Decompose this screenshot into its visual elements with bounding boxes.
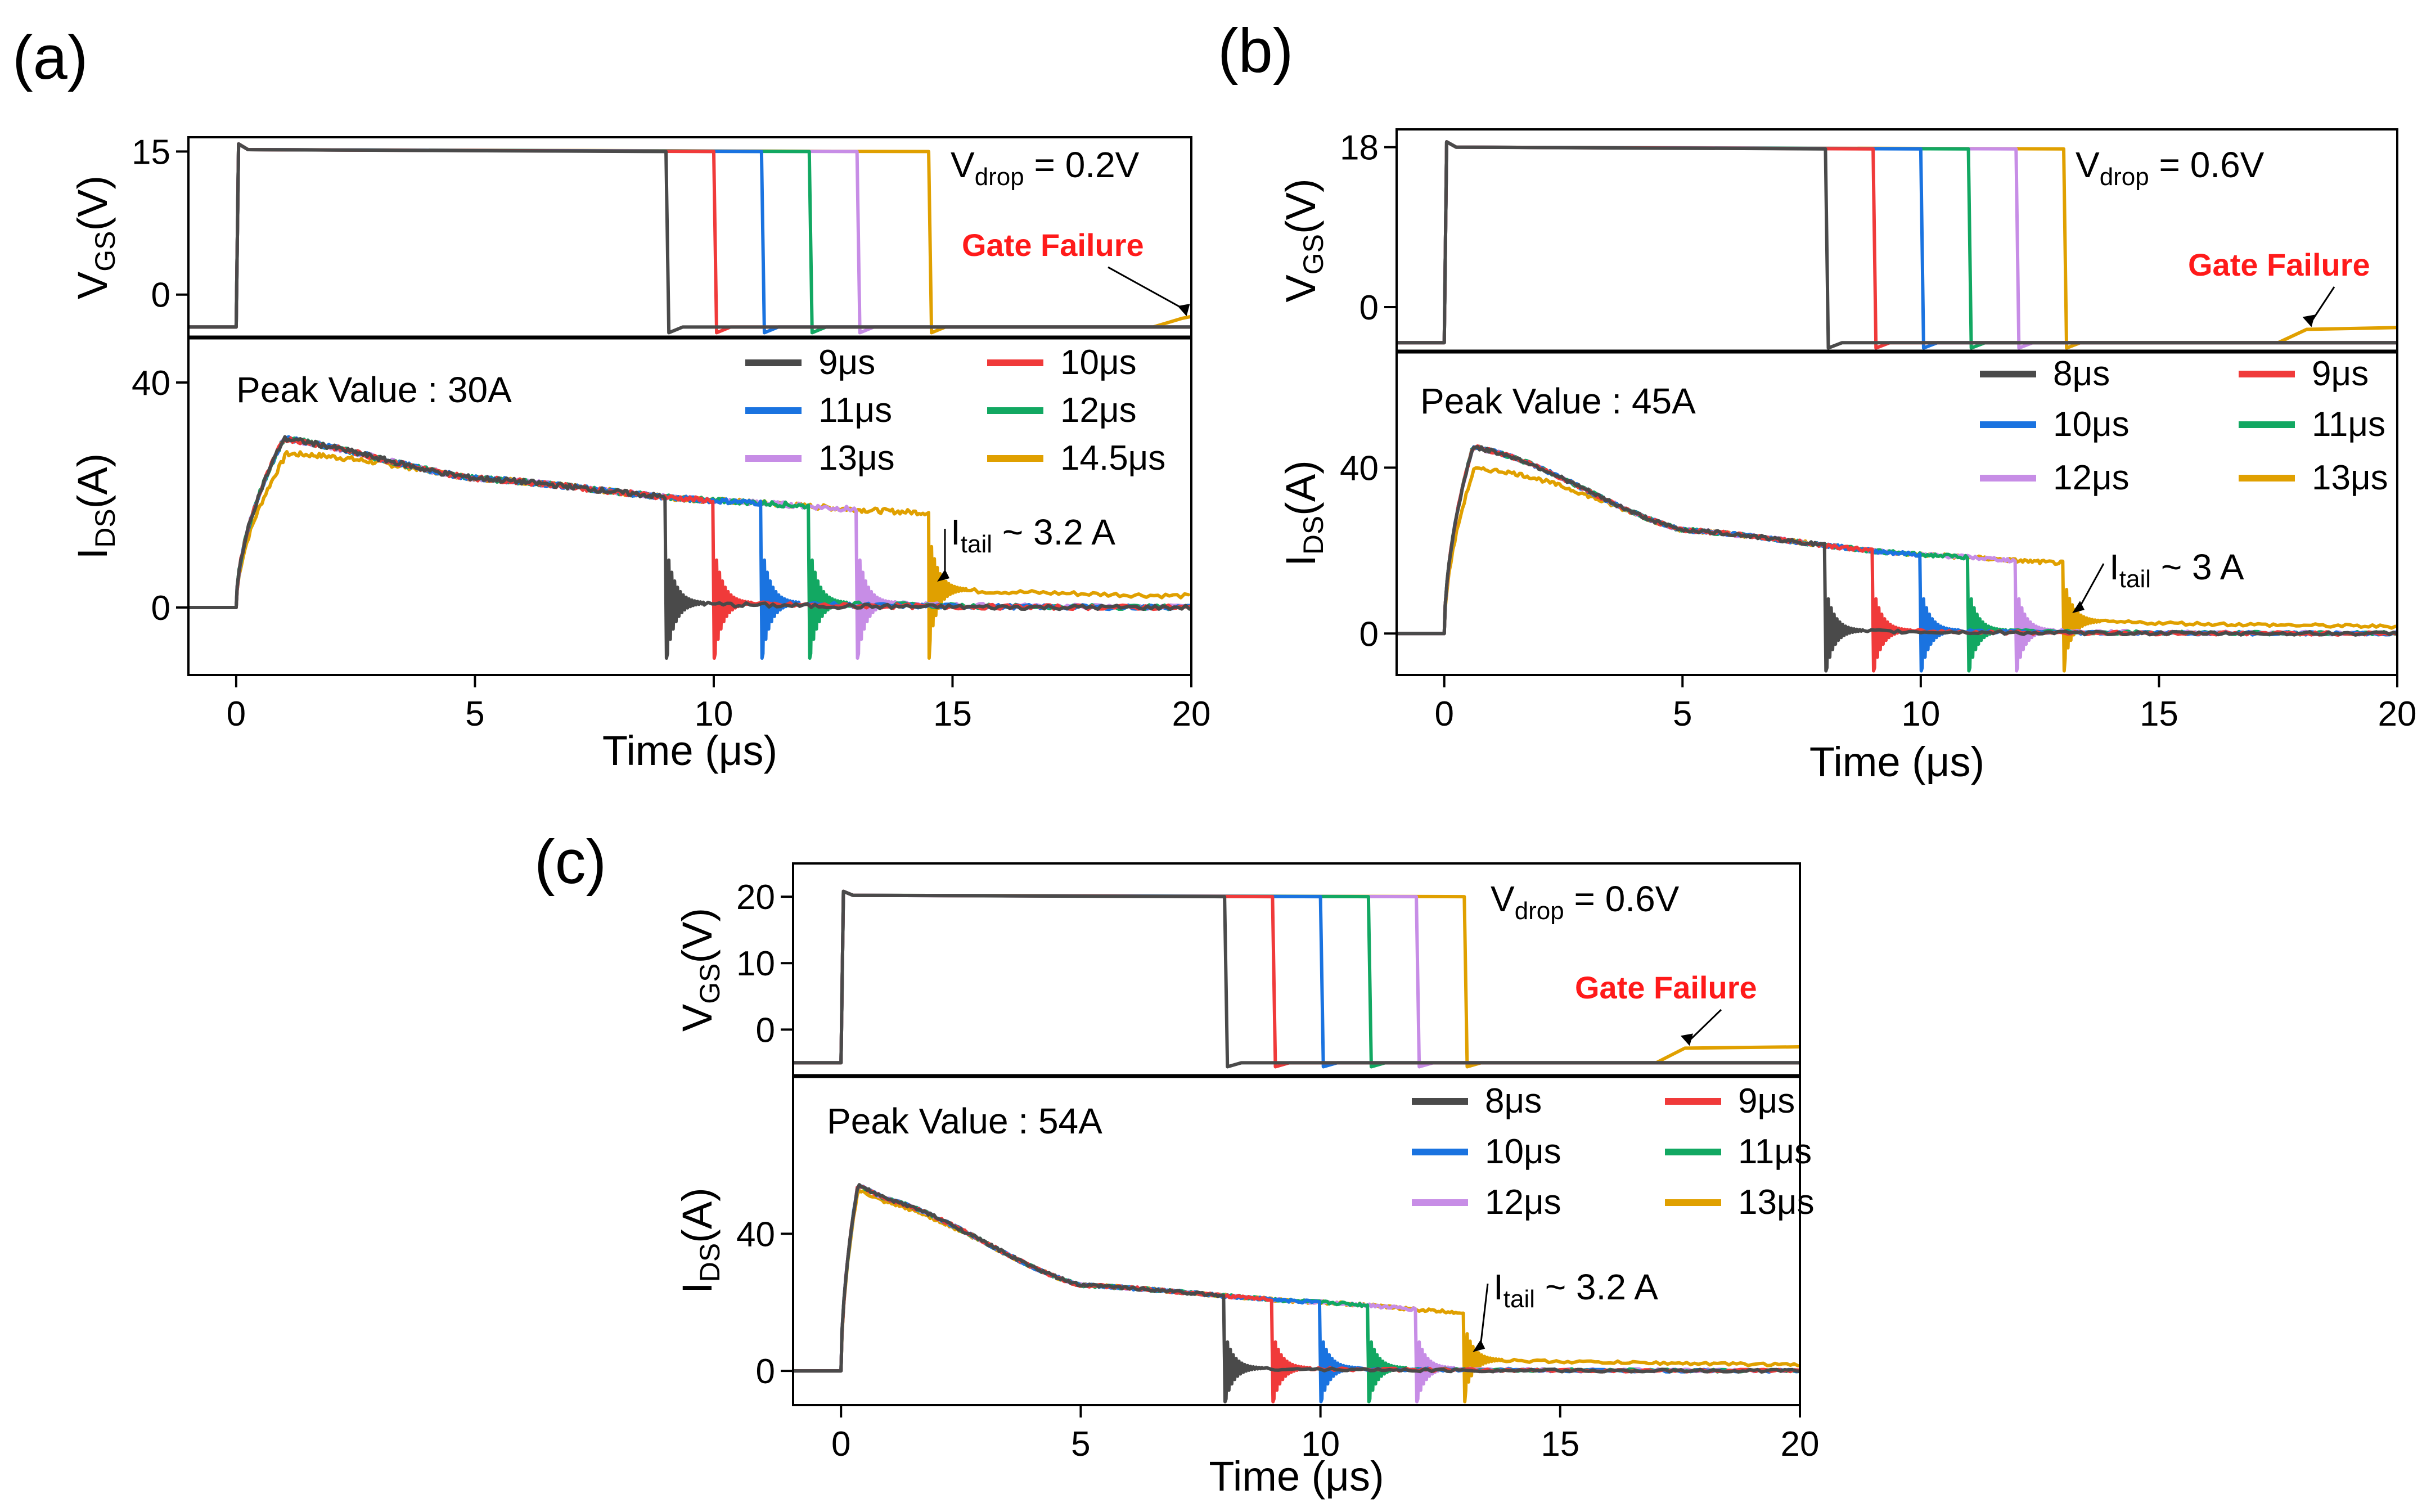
- legend-label: 9μs: [1738, 1082, 1795, 1120]
- vgs-axis-title: VGS(V): [674, 908, 726, 1032]
- plot-frame: [792, 862, 1801, 1406]
- ids-y-tick-label: 0: [1359, 615, 1379, 654]
- vgs-axis-title: VGS(V): [69, 176, 121, 299]
- vdrop-annotation: Vdrop = 0.2V: [951, 145, 1140, 191]
- legend-label: 9μs: [818, 343, 875, 382]
- x-tick-label: 0: [1434, 695, 1453, 734]
- legend-label: 8μs: [1485, 1082, 1542, 1120]
- x-tick-label: 20: [2378, 695, 2417, 734]
- panel-b: (b) 0 5 10 15 20 Time (μs) 0 18 0 40 VGS(V) IDS(A) Vd…: [1218, 16, 2416, 785]
- legend-label: 10μs: [2053, 405, 2130, 444]
- vgs-y-tick-label: 15: [132, 133, 170, 172]
- x-tick-label: 20: [1172, 695, 1211, 734]
- legend-label: 13μs: [818, 439, 895, 478]
- ids-y-tick-label: 0: [151, 589, 170, 628]
- ids-trace-8μs: [1398, 445, 2396, 673]
- x-tick-label: 15: [1541, 1425, 1579, 1464]
- ids-y-tick-label: 0: [756, 1352, 775, 1391]
- ids-trace-14.5μs: [190, 450, 1190, 660]
- gate-failure-arrowhead: [2302, 314, 2315, 327]
- legend-label: 12μs: [1485, 1183, 1561, 1222]
- gate-failure-label: Gate Failure: [2188, 247, 2370, 282]
- x-tick-label: 0: [831, 1425, 850, 1464]
- ids-trace-9μs: [190, 435, 1190, 660]
- vgs-y-tick-label: 0: [1359, 289, 1379, 327]
- itail-annotation: Itail ~ 3.2 A: [951, 512, 1115, 558]
- ids-axis-title: IDS(A): [69, 453, 121, 560]
- x-axis-title: Time (μs): [1209, 1453, 1384, 1500]
- gate-failure-arrow: [2311, 286, 2335, 322]
- vgs-y-tick-label: 10: [736, 944, 775, 983]
- x-tick-label: 5: [465, 695, 484, 734]
- peak-value-label: Peak Value : 54A: [827, 1101, 1102, 1141]
- vgs-trace-8μs: [1398, 140, 2396, 350]
- x-tick-label: 15: [933, 695, 972, 734]
- legend-label: 11μs: [818, 391, 892, 430]
- x-axis-title: Time (μs): [602, 727, 777, 774]
- vgs-y-tick-label: 0: [151, 276, 170, 315]
- peak-value-label: Peak Value : 30A: [236, 370, 512, 410]
- vgs-y-tick-label: 0: [756, 1011, 775, 1050]
- legend-label: 8μs: [2053, 354, 2110, 393]
- gate-failure-arrow: [1108, 266, 1187, 312]
- legend-label: 11μs: [2312, 405, 2385, 444]
- ids-trace-8μs: [794, 1183, 1799, 1403]
- panel-label: (c): [534, 827, 606, 897]
- vgs-y-tick-label: 20: [736, 878, 775, 917]
- legend-label: 14.5μs: [1060, 439, 1165, 478]
- itail-arrowhead: [2072, 601, 2085, 614]
- ids-y-tick-label: 40: [736, 1215, 775, 1254]
- panel-label: (b): [1218, 16, 1293, 86]
- vgs-y-tick-label: 18: [1340, 129, 1379, 168]
- itail-arrow: [2079, 563, 2105, 607]
- gate-failure-arrow: [1689, 1009, 1722, 1041]
- plot-frame: [187, 136, 1192, 676]
- gate-failure-arrowhead: [1177, 304, 1190, 317]
- itail-arrowhead: [937, 569, 950, 582]
- x-tick-label: 0: [227, 695, 246, 734]
- vdrop-annotation: Vdrop = 0.6V: [2076, 145, 2265, 191]
- x-tick-label: 20: [1781, 1425, 1820, 1464]
- ids-y-tick-label: 40: [132, 364, 170, 403]
- gate-failure-label: Gate Failure: [1575, 970, 1757, 1005]
- vgs-trace-8μs: [794, 889, 1799, 1069]
- legend-label: 13μs: [2312, 458, 2388, 497]
- legend-label: 13μs: [1738, 1183, 1815, 1222]
- vdrop-annotation: Vdrop = 0.6V: [1491, 879, 1680, 925]
- x-tick-label: 15: [2140, 695, 2178, 734]
- gate-failure-label: Gate Failure: [962, 227, 1144, 263]
- legend-label: 12μs: [1060, 391, 1137, 430]
- itail-arrow: [1479, 1283, 1489, 1346]
- x-tick-label: 10: [1901, 695, 1940, 734]
- legend-label: 12μs: [2053, 458, 2130, 497]
- plot-frame: [1395, 128, 2398, 676]
- traces: [794, 889, 1799, 1403]
- x-tick-label: 10: [1301, 1425, 1340, 1464]
- itail-annotation: Itail ~ 3.2 A: [1493, 1267, 1658, 1313]
- legend-label: 9μs: [2312, 354, 2369, 393]
- x-tick-label: 5: [1071, 1425, 1090, 1464]
- x-axis-title: Time (μs): [1809, 739, 1984, 785]
- x-tick-label: 5: [1673, 695, 1692, 734]
- legend-label: 10μs: [1060, 343, 1137, 382]
- legend-label: 11μs: [1738, 1132, 1812, 1171]
- vgs-trace-9μs: [190, 142, 1190, 335]
- traces: [1398, 140, 2396, 673]
- ids-axis-title: IDS(A): [1277, 460, 1329, 566]
- itail-arrowhead: [1473, 1339, 1485, 1352]
- panel-label: (a): [12, 23, 88, 92]
- ids-axis-title: IDS(A): [674, 1187, 726, 1294]
- x-tick-label: 10: [694, 695, 733, 734]
- legend-label: 10μs: [1485, 1132, 1561, 1171]
- panel-c: (c) 0 5 10 15 20 Time (μs) 0 10 20 0 40 VGS(V) IDS(A)…: [534, 827, 1819, 1500]
- panel-a: (a) 0 5 10 15 20 Time (μs) 0 15 0 40 VGS(V) IDS(A) Vd…: [12, 23, 1210, 774]
- traces: [190, 142, 1190, 660]
- peak-value-label: Peak Value : 45A: [1420, 381, 1696, 421]
- itail-annotation: Itail ~ 3 A: [2109, 547, 2244, 593]
- vgs-axis-title: VGS(V): [1277, 178, 1329, 302]
- gate-failure-arrowhead: [1680, 1033, 1693, 1046]
- ids-y-tick-label: 40: [1340, 449, 1379, 488]
- ids-trace-13μs: [1398, 466, 2396, 673]
